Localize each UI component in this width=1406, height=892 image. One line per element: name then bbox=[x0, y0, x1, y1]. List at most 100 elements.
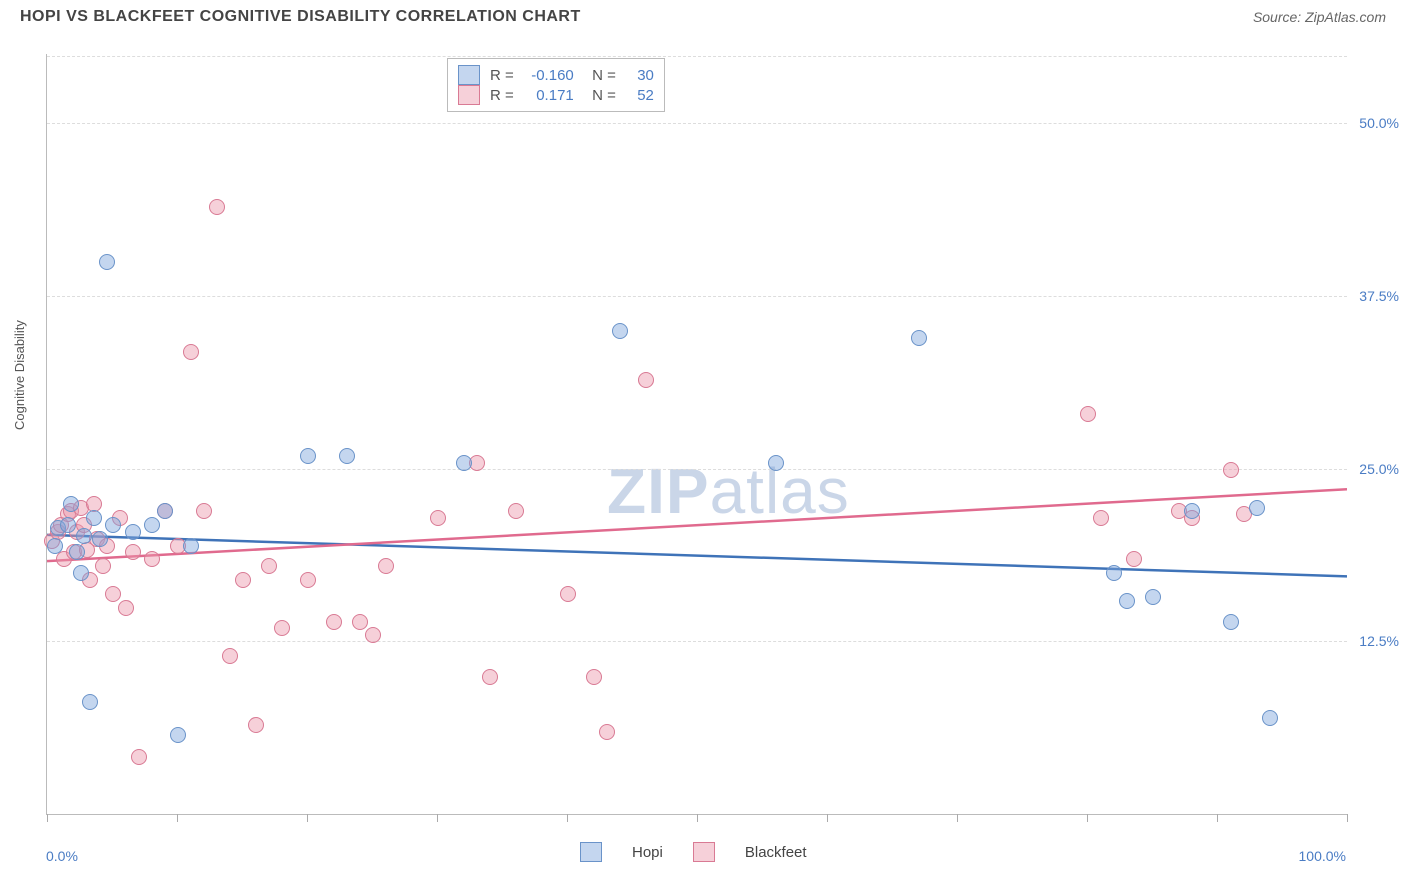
n-label: N = bbox=[584, 87, 616, 104]
x-tick bbox=[307, 814, 308, 822]
blackfeet-point bbox=[1126, 551, 1142, 567]
blackfeet-point bbox=[125, 544, 141, 560]
blackfeet-point bbox=[508, 503, 524, 519]
hopi-point bbox=[1262, 710, 1278, 726]
blackfeet-point bbox=[274, 620, 290, 636]
blackfeet-point bbox=[144, 551, 160, 567]
hopi-r-value: -0.160 bbox=[524, 67, 574, 84]
hopi-point bbox=[911, 330, 927, 346]
r-label: R = bbox=[490, 87, 514, 104]
hopi-point bbox=[105, 517, 121, 533]
trend-lines bbox=[47, 54, 1347, 814]
hopi-point bbox=[612, 323, 628, 339]
blackfeet-point bbox=[638, 372, 654, 388]
hopi-legend-label: Hopi bbox=[632, 844, 663, 861]
x-tick bbox=[957, 814, 958, 822]
blackfeet-legend-label: Blackfeet bbox=[745, 844, 807, 861]
hopi-point bbox=[73, 565, 89, 581]
hopi-point bbox=[300, 448, 316, 464]
hopi-point bbox=[157, 503, 173, 519]
n-label: N = bbox=[584, 67, 616, 84]
stats-box: R = -0.160 N = 30 R = 0.171 N = 52 bbox=[447, 58, 665, 112]
stats-row-hopi: R = -0.160 N = 30 bbox=[458, 65, 654, 85]
gridline bbox=[47, 296, 1347, 297]
blackfeet-point bbox=[209, 199, 225, 215]
x-tick bbox=[567, 814, 568, 822]
hopi-point bbox=[183, 538, 199, 554]
y-tick-label: 37.5% bbox=[1359, 288, 1399, 304]
hopi-point bbox=[69, 544, 85, 560]
blackfeet-point bbox=[105, 586, 121, 602]
stats-row-blackfeet: R = 0.171 N = 52 bbox=[458, 85, 654, 105]
blackfeet-point bbox=[1080, 406, 1096, 422]
hopi-point bbox=[99, 254, 115, 270]
hopi-point bbox=[1223, 614, 1239, 630]
hopi-point bbox=[1119, 593, 1135, 609]
hopi-point bbox=[339, 448, 355, 464]
hopi-point bbox=[456, 455, 472, 471]
blackfeet-r-value: 0.171 bbox=[524, 87, 574, 104]
hopi-point bbox=[125, 524, 141, 540]
blackfeet-point bbox=[378, 558, 394, 574]
blackfeet-point bbox=[430, 510, 446, 526]
hopi-n-value: 30 bbox=[626, 67, 654, 84]
x-tick bbox=[1087, 814, 1088, 822]
x-tick bbox=[47, 814, 48, 822]
hopi-point bbox=[1106, 565, 1122, 581]
blackfeet-point bbox=[1093, 510, 1109, 526]
hopi-point bbox=[60, 517, 76, 533]
chart-title: HOPI VS BLACKFEET COGNITIVE DISABILITY C… bbox=[20, 8, 581, 26]
blackfeet-point bbox=[95, 558, 111, 574]
blackfeet-point bbox=[118, 600, 134, 616]
hopi-point bbox=[1145, 589, 1161, 605]
blackfeet-point bbox=[482, 669, 498, 685]
blackfeet-point bbox=[196, 503, 212, 519]
hopi-point bbox=[1249, 500, 1265, 516]
blackfeet-point bbox=[222, 648, 238, 664]
watermark: ZIPatlas bbox=[607, 454, 850, 528]
hopi-point bbox=[76, 528, 92, 544]
x-tick bbox=[177, 814, 178, 822]
hopi-swatch-icon bbox=[458, 65, 480, 85]
source-credit: Source: ZipAtlas.com bbox=[1253, 9, 1386, 25]
blackfeet-point bbox=[235, 572, 251, 588]
hopi-legend-swatch-icon bbox=[580, 842, 602, 862]
hopi-point bbox=[1184, 503, 1200, 519]
x-tick bbox=[827, 814, 828, 822]
blackfeet-point bbox=[599, 724, 615, 740]
blackfeet-point bbox=[1223, 462, 1239, 478]
x-tick bbox=[1217, 814, 1218, 822]
blackfeet-n-value: 52 bbox=[626, 87, 654, 104]
gridline bbox=[47, 641, 1347, 642]
blackfeet-swatch-icon bbox=[458, 85, 480, 105]
blackfeet-point bbox=[326, 614, 342, 630]
scatter-chart: ZIPatlas R = -0.160 N = 30 R = 0.171 N =… bbox=[46, 54, 1347, 815]
x-tick bbox=[697, 814, 698, 822]
blackfeet-point bbox=[261, 558, 277, 574]
hopi-point bbox=[170, 727, 186, 743]
gridline bbox=[47, 123, 1347, 124]
blackfeet-legend-swatch-icon bbox=[693, 842, 715, 862]
gridline bbox=[47, 469, 1347, 470]
hopi-point bbox=[63, 496, 79, 512]
blackfeet-point bbox=[300, 572, 316, 588]
y-tick-label: 25.0% bbox=[1359, 461, 1399, 477]
y-tick-label: 12.5% bbox=[1359, 633, 1399, 649]
blackfeet-point bbox=[365, 627, 381, 643]
hopi-point bbox=[768, 455, 784, 471]
hopi-point bbox=[144, 517, 160, 533]
blackfeet-point bbox=[560, 586, 576, 602]
y-tick-label: 50.0% bbox=[1359, 115, 1399, 131]
blackfeet-point bbox=[248, 717, 264, 733]
x-axis-min-label: 0.0% bbox=[46, 848, 78, 864]
r-label: R = bbox=[490, 67, 514, 84]
hopi-point bbox=[86, 510, 102, 526]
hopi-point bbox=[92, 531, 108, 547]
gridline bbox=[47, 56, 1347, 57]
x-tick bbox=[437, 814, 438, 822]
hopi-point bbox=[47, 538, 63, 554]
blackfeet-point bbox=[352, 614, 368, 630]
legend: Hopi Blackfeet bbox=[580, 842, 807, 862]
blackfeet-point bbox=[586, 669, 602, 685]
x-tick bbox=[1347, 814, 1348, 822]
